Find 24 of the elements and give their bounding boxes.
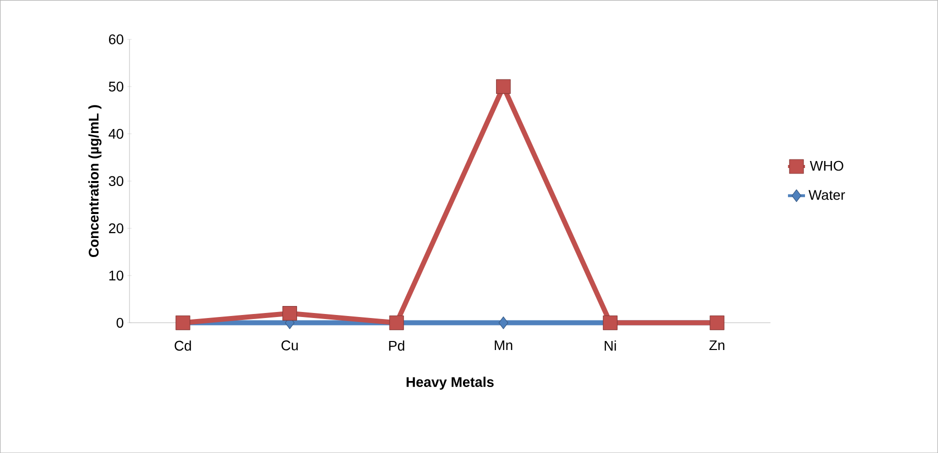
point [282,306,298,321]
point [496,79,511,94]
y-tick-label: 40 [108,128,124,139]
x-tick-label: Pd [389,340,404,351]
legend-label: Water [808,190,846,200]
y-tick-label: 60 [109,34,124,44]
point [498,316,508,329]
x-tick-label: Ni [604,340,616,350]
y-axis-title: Concentration (µg/mL ) [88,105,102,257]
point [389,315,404,330]
x-axis-title: Heavy Metals [406,376,494,390]
point [710,315,724,330]
x-tick-label: Zn [709,340,724,350]
y-tick-label: 20 [109,223,124,234]
y-tick-label: 0 [116,318,124,328]
x-tick-label: Cd [174,340,191,351]
y-tick-label: 50 [108,82,124,92]
y-tick-label: 10 [109,270,124,280]
point [176,315,190,330]
y-tick-label: 30 [108,176,124,186]
x-tick-label: Cu [282,340,298,350]
point [602,315,618,330]
x-tick-label: Mn [494,340,512,350]
legend-label: WHO [810,160,844,171]
